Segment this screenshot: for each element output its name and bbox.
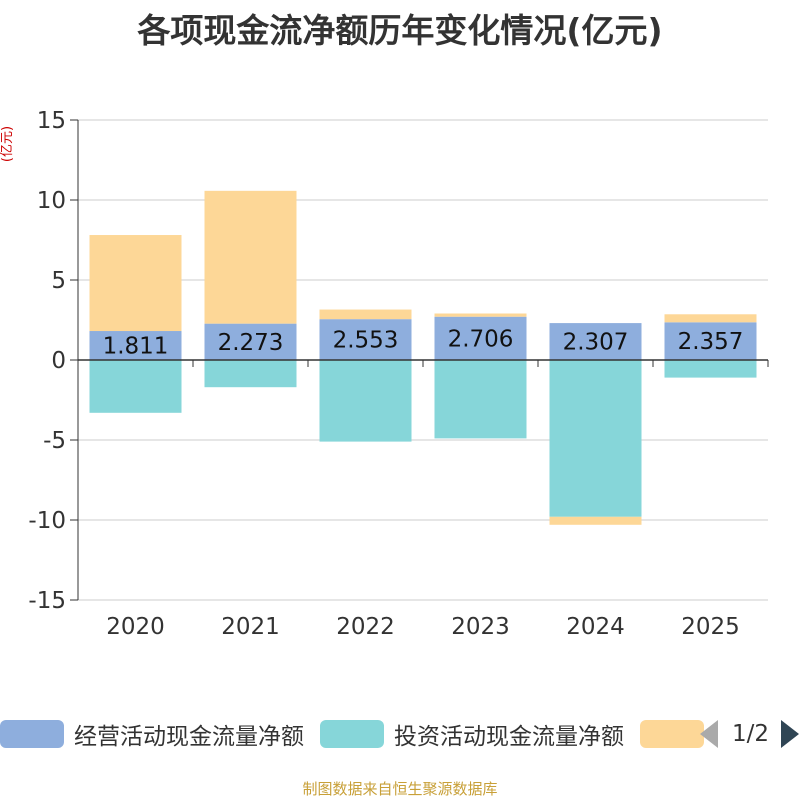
x-tick-label-2022: 2022 — [336, 614, 395, 640]
data-label-2020: 1.811 — [103, 334, 169, 360]
next-page-icon[interactable] — [781, 720, 800, 748]
bar-2022-series-2 — [319, 309, 412, 320]
y-tick-label: 5 — [51, 268, 66, 294]
x-tick-label-2025: 2025 — [681, 614, 740, 640]
legend-swatch-operating — [0, 720, 64, 748]
y-tick-label: 10 — [37, 188, 66, 214]
bar-2020-series-1 — [89, 360, 182, 413]
y-tick-label: 15 — [37, 108, 66, 134]
legend-item-financing[interactable] — [640, 718, 704, 750]
legend-item-operating[interactable]: 经营活动现金流量净额 — [0, 718, 304, 750]
labels: 15 10 5 0 -5 -10 -15 1.811 2020 2.273 2021 2.553 202… — [28, 108, 743, 640]
x-tick-label-2020: 2020 — [106, 614, 165, 640]
bar-2025-series-2 — [664, 314, 757, 323]
bar-2024-series-2 — [549, 516, 642, 525]
data-label-2025: 2.357 — [678, 329, 744, 355]
legend: 经营活动现金流量净额 投资活动现金流量净额 1/2 — [0, 712, 800, 756]
bar-2025-series-1 — [664, 360, 757, 378]
x-tick-label-2021: 2021 — [221, 614, 280, 640]
y-tick-label: -10 — [28, 508, 66, 534]
y-tick-label: 0 — [51, 348, 66, 374]
legend-label-investing: 投资活动现金流量净额 — [394, 724, 624, 750]
axes — [70, 119, 769, 601]
data-label-2022: 2.553 — [333, 328, 399, 354]
y-tick-label: -5 — [43, 428, 66, 454]
bar-2021-series-1 — [204, 360, 297, 388]
bar-2024-series-0 — [549, 323, 642, 360]
bar-2023-series-0 — [434, 316, 527, 360]
chart-canvas: 15 10 5 0 -5 -10 -15 1.811 2020 2.273 2021 2.553 202… — [28, 108, 769, 640]
legend-swatch-investing — [320, 720, 384, 748]
bar-2023-series-2 — [434, 313, 527, 317]
data-label-2024: 2.307 — [563, 330, 629, 356]
bar-2023-series-1 — [434, 360, 527, 439]
legend-swatch-financing — [640, 720, 704, 748]
bar-group — [89, 190, 757, 525]
legend-pager: 1/2 — [700, 718, 800, 750]
data-label-2021: 2.273 — [218, 330, 284, 356]
bar-2021-series-2 — [204, 190, 297, 324]
bar-2021-series-0 — [204, 323, 297, 360]
x-tick-label-2023: 2023 — [451, 614, 510, 640]
data-label-2023: 2.706 — [448, 326, 514, 352]
bar-2020-series-2 — [89, 235, 182, 332]
x-tick-label-2024: 2024 — [566, 614, 625, 640]
prev-page-icon[interactable] — [700, 720, 718, 748]
legend-item-investing[interactable]: 投资活动现金流量净额 — [320, 718, 624, 750]
legend-label-operating: 经营活动现金流量净额 — [74, 724, 304, 750]
bar-2020-series-0 — [89, 331, 182, 360]
bar-2022-series-0 — [319, 319, 412, 360]
legend-page-indicator: 1/2 — [732, 721, 770, 747]
bar-2024-series-1 — [549, 360, 642, 517]
bar-2022-series-1 — [319, 360, 412, 442]
chart-title: 各项现金流净额历年变化情况(亿元) — [137, 11, 663, 50]
data-source-note: 制图数据来自恒生聚源数据库 — [302, 780, 498, 798]
bar-2025-series-0 — [664, 322, 757, 360]
y-tick-label: -15 — [28, 588, 66, 614]
